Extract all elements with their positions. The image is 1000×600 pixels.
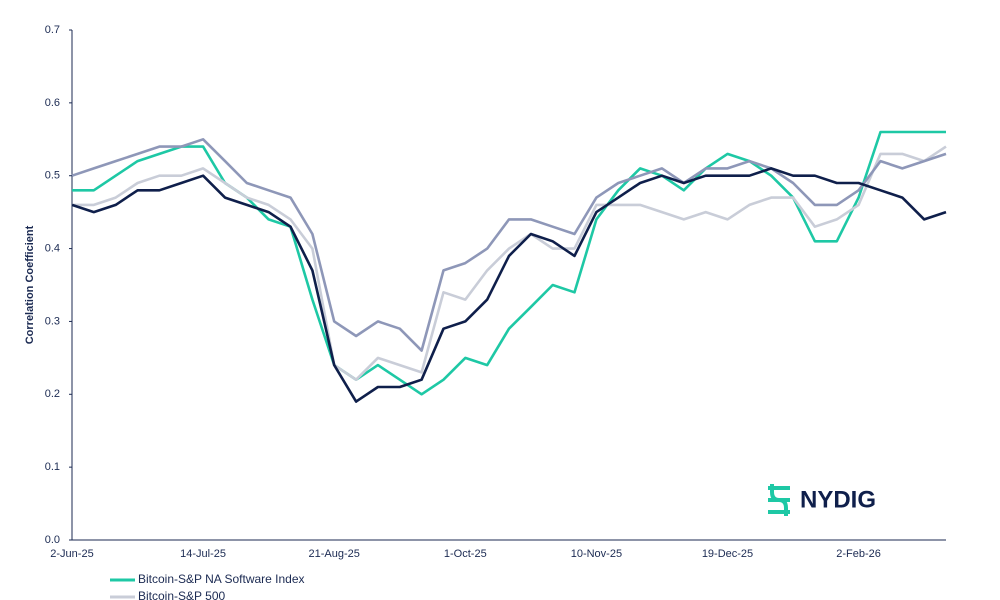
series-line (72, 145, 947, 381)
y-axis-label: Correlation Coefficient (24, 225, 36, 344)
y-tick-label: 0.6 (45, 97, 60, 109)
legend-label: Bitcoin-S&P NA Software Index (138, 572, 305, 586)
x-tick-label: 10-Nov-25 (571, 548, 622, 560)
y-tick-label: 0.0 (45, 534, 60, 546)
y-tick-label: 0.5 (45, 170, 60, 182)
x-tick-label: 2-Jun-25 (50, 548, 93, 560)
x-tick-label: 21-Aug-25 (309, 548, 360, 560)
y-tick-label: 0.7 (45, 24, 60, 36)
legend-label: Bitcoin-S&P 500 (138, 589, 225, 600)
x-tick-label: 14-Jul-25 (180, 548, 226, 560)
x-tick-label: 1-Oct-25 (444, 548, 487, 560)
x-tick-label: 19-Dec-25 (702, 548, 753, 560)
logo: NYDIG (768, 484, 876, 516)
logo-text: NYDIG (800, 486, 876, 513)
logo-icon (768, 484, 790, 516)
series-line (72, 130, 946, 396)
y-tick-label: 0.3 (45, 315, 60, 327)
y-tick-label: 0.4 (45, 242, 60, 254)
x-tick-label: 2-Feb-26 (836, 548, 881, 560)
series-line (71, 167, 947, 403)
y-tick-label: 0.1 (45, 461, 60, 473)
y-tick-label: 0.2 (45, 388, 60, 400)
series-line (71, 138, 947, 352)
